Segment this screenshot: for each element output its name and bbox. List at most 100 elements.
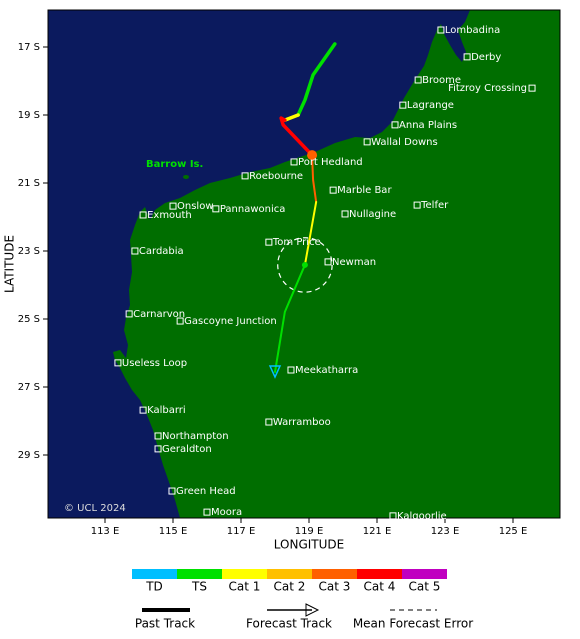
town-label: Gascoyne Junction bbox=[184, 316, 277, 327]
legend-swatch bbox=[312, 569, 357, 579]
town-label: Lombadina bbox=[445, 25, 500, 36]
x-tick-label: 115 E bbox=[159, 526, 188, 537]
town-label: Pannawonica bbox=[220, 204, 286, 215]
town-label: Exmouth bbox=[147, 210, 192, 221]
town-marker bbox=[168, 487, 176, 495]
legend-label: Cat 4 bbox=[364, 580, 396, 594]
town-marker bbox=[131, 247, 139, 255]
legend-swatch bbox=[267, 569, 312, 579]
town-label: Kalbarri bbox=[147, 405, 186, 416]
x-tick-label: 121 E bbox=[363, 526, 392, 537]
town-marker bbox=[125, 310, 133, 318]
town-label: Wallal Downs bbox=[371, 137, 438, 148]
legend-label: Cat 5 bbox=[409, 580, 441, 594]
town-marker bbox=[169, 202, 177, 210]
x-axis-label: LONGITUDE bbox=[274, 538, 344, 552]
x-tick-label: 117 E bbox=[227, 526, 256, 537]
town-marker bbox=[203, 508, 211, 516]
town-marker bbox=[265, 238, 273, 246]
forecast-track bbox=[274, 263, 306, 374]
legend-swatch bbox=[222, 569, 267, 579]
town-marker bbox=[114, 359, 122, 367]
town-label: Useless Loop bbox=[122, 358, 187, 369]
y-tick-label: 23 S bbox=[18, 246, 40, 257]
legend-line-label: Past Track bbox=[135, 617, 195, 631]
y-tick-label: 29 S bbox=[18, 450, 40, 461]
y-tick-label: 21 S bbox=[18, 178, 40, 189]
town-marker bbox=[463, 53, 471, 61]
town-marker bbox=[437, 26, 445, 34]
town-label: Port Hedland bbox=[298, 157, 363, 168]
town-label: Moora bbox=[211, 507, 242, 518]
town-marker bbox=[389, 512, 397, 520]
y-tick-label: 27 S bbox=[18, 382, 40, 393]
town-label: Marble Bar bbox=[337, 185, 392, 196]
map-frame bbox=[47, 9, 561, 519]
town-marker bbox=[363, 138, 371, 146]
town-label: Nullagine bbox=[349, 209, 396, 220]
town-label: Lagrange bbox=[407, 100, 454, 111]
forecast-arrow bbox=[305, 603, 320, 617]
legend-line-label: Forecast Track bbox=[246, 617, 332, 631]
legend-label: Cat 3 bbox=[319, 580, 351, 594]
legend-label: Cat 1 bbox=[229, 580, 261, 594]
legend-swatch bbox=[357, 569, 402, 579]
town-label: Anna Plains bbox=[399, 120, 457, 131]
town-label: Tom Price bbox=[272, 237, 321, 248]
island-shape bbox=[183, 175, 189, 179]
town-label: Northampton bbox=[162, 431, 229, 442]
x-tick-label: 119 E bbox=[295, 526, 324, 537]
town-marker bbox=[265, 418, 273, 426]
town-label: Geraldton bbox=[162, 444, 212, 455]
town-label: Kalgoorlie bbox=[397, 511, 447, 522]
town-label: Warramboo bbox=[273, 417, 331, 428]
town-label: Onslow bbox=[177, 201, 214, 212]
town-marker bbox=[139, 211, 147, 219]
forecast-error-circle bbox=[277, 237, 333, 293]
town-label: Roebourne bbox=[249, 171, 303, 182]
town-marker bbox=[139, 406, 147, 414]
town-marker bbox=[341, 210, 349, 218]
legend-label: Cat 2 bbox=[274, 580, 306, 594]
legend-swatch bbox=[132, 569, 177, 579]
town-label: Fitzroy Crossing bbox=[448, 83, 527, 94]
x-tick-label: 123 E bbox=[431, 526, 460, 537]
past-track bbox=[296, 42, 337, 117]
town-label: Cardabia bbox=[139, 246, 184, 257]
forecast-track bbox=[303, 201, 318, 266]
forecast-end-marker bbox=[268, 365, 282, 379]
legend-label: TS bbox=[191, 580, 207, 594]
town-marker bbox=[329, 186, 337, 194]
town-label: Derby bbox=[471, 52, 501, 63]
x-tick-label: 125 E bbox=[499, 526, 528, 537]
town-marker bbox=[414, 76, 422, 84]
past-track bbox=[283, 113, 300, 122]
town-marker bbox=[212, 205, 220, 213]
town-marker bbox=[176, 317, 184, 325]
y-tick-label: 25 S bbox=[18, 314, 40, 325]
town-label: Telfer bbox=[420, 200, 449, 211]
town-marker bbox=[391, 121, 399, 129]
town-marker bbox=[399, 101, 407, 109]
y-axis-label: LATITUDE bbox=[3, 235, 17, 293]
credit: © UCL 2024 bbox=[64, 503, 126, 514]
legend-swatch bbox=[177, 569, 222, 579]
legend-swatch bbox=[402, 569, 447, 579]
legend-label: TD bbox=[145, 580, 163, 594]
y-tick-label: 17 S bbox=[18, 42, 40, 53]
town-label: Green Head bbox=[176, 486, 236, 497]
town-label: Meekatharra bbox=[295, 365, 358, 376]
town-marker bbox=[154, 432, 162, 440]
forecast-track bbox=[311, 154, 318, 204]
town-marker bbox=[287, 366, 295, 374]
land bbox=[113, 10, 560, 518]
y-tick-label: 19 S bbox=[18, 110, 40, 121]
town-marker bbox=[413, 201, 421, 209]
town-marker bbox=[241, 172, 249, 180]
track-layer bbox=[268, 42, 337, 379]
town-marker bbox=[154, 445, 162, 453]
town-label: Broome bbox=[422, 75, 461, 86]
x-tick-label: 113 E bbox=[91, 526, 120, 537]
